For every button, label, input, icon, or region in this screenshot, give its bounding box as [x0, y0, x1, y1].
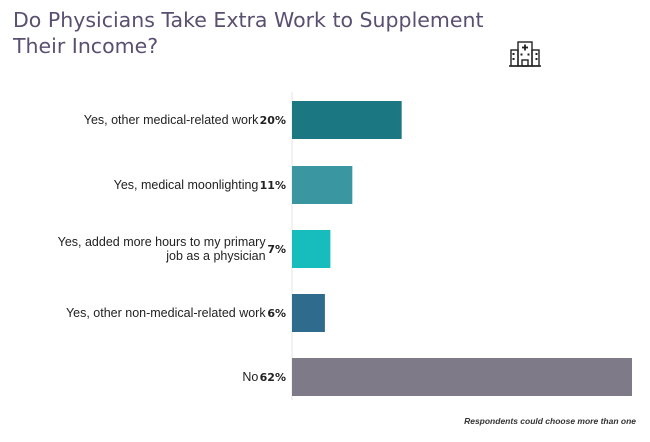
- value-label-3: 6%: [267, 307, 286, 320]
- category-label-2-0: Yes, added more hours to my primary: [58, 235, 267, 249]
- value-label-1: 11%: [260, 179, 286, 192]
- footnote: Respondents could choose more than one: [464, 416, 636, 426]
- bar-1: [292, 166, 353, 204]
- bar-2: [292, 230, 331, 268]
- category-label-2-1: job as a physician: [165, 249, 265, 263]
- bar-0: [292, 101, 402, 139]
- value-label-4: 62%: [260, 371, 286, 384]
- bar-3: [292, 294, 325, 332]
- category-label-3-0: Yes, other non-medical-related work: [66, 306, 266, 320]
- category-label-0-0: Yes, other medical-related work: [84, 113, 259, 127]
- category-label-1-0: Yes, medical moonlighting: [114, 178, 259, 192]
- bar-4: [292, 358, 632, 396]
- hospital-icon: [509, 41, 541, 67]
- chart-title: Do Physicians Take Extra Work to Supplem…: [13, 8, 484, 58]
- category-label-4-0: No: [242, 370, 258, 384]
- value-label-0: 20%: [260, 114, 286, 127]
- value-label-2: 7%: [267, 243, 286, 256]
